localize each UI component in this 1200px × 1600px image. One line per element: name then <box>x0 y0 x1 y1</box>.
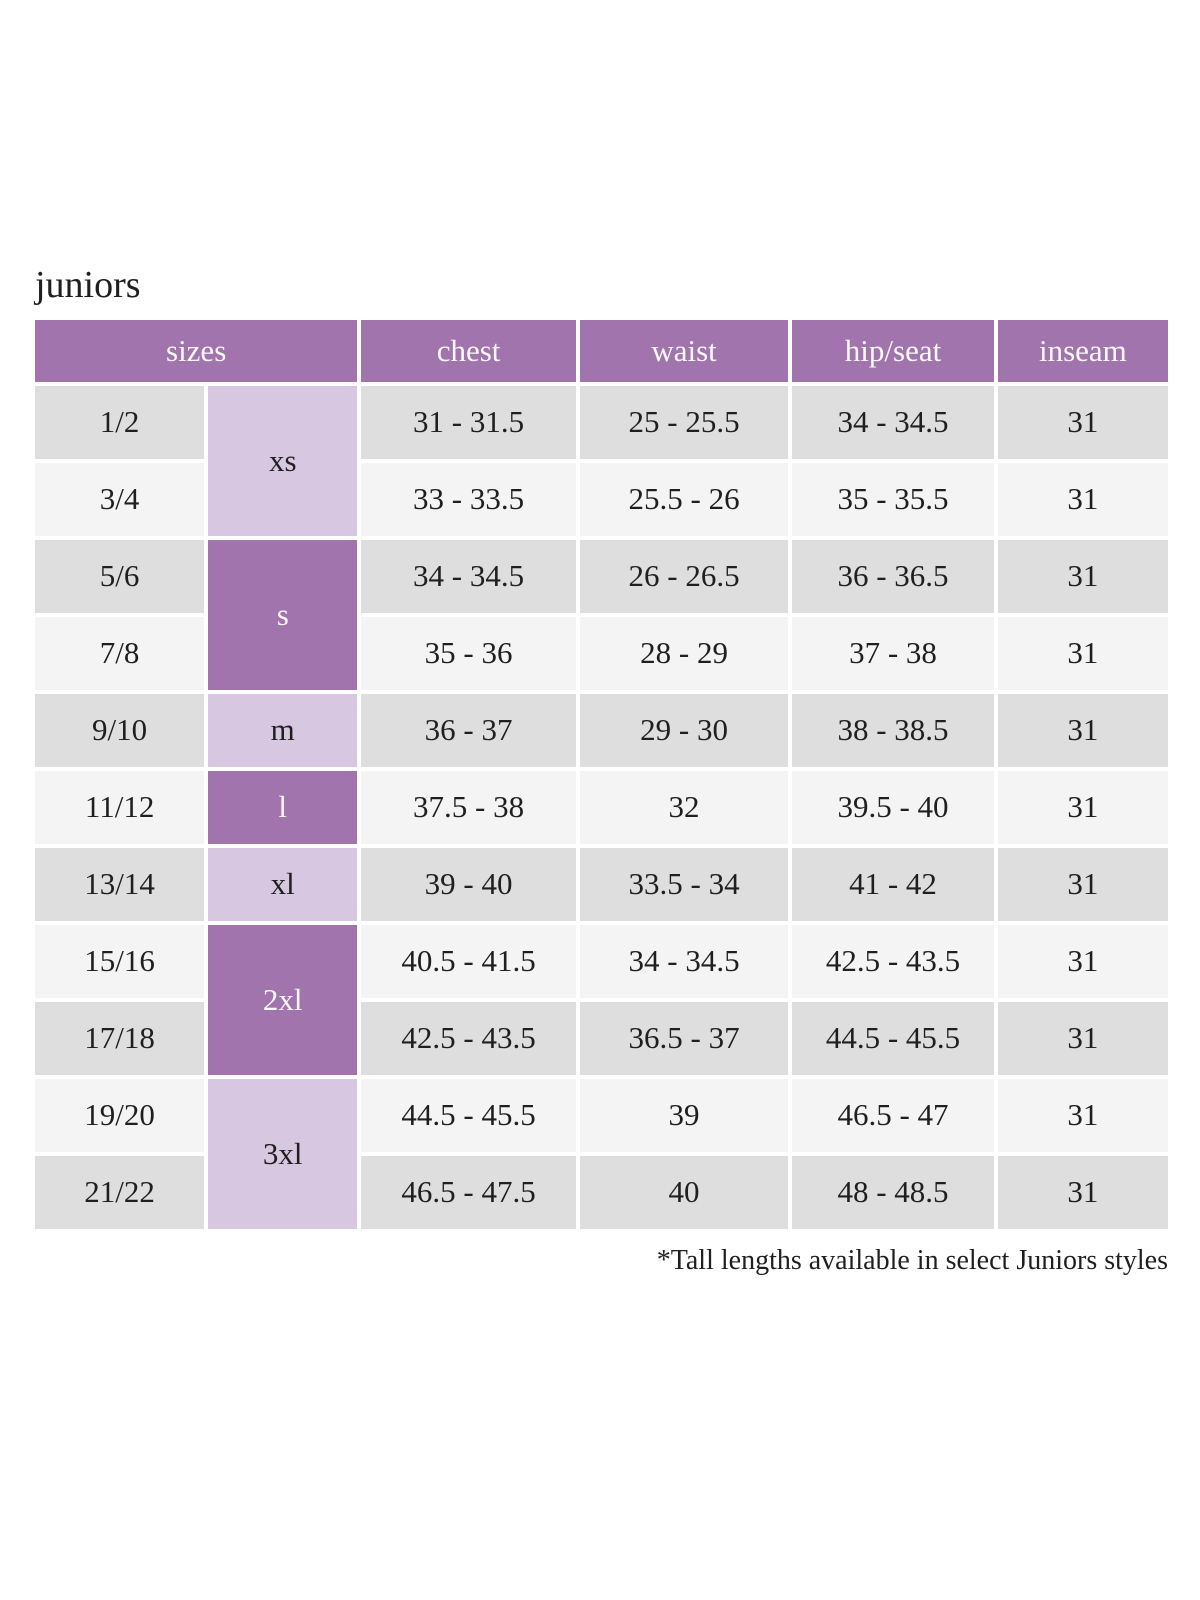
size-chart-page: juniors sizes chest waist hip/seat insea… <box>31 0 1172 1277</box>
inseam-cell: 31 <box>997 1078 1168 1152</box>
waist-cell: 33.5 - 34 <box>579 847 789 921</box>
inseam-cell: 31 <box>997 1155 1168 1229</box>
size-cell: 9/10 <box>35 693 205 767</box>
size-cell: 7/8 <box>35 616 205 690</box>
size-group-cell-xl: xl <box>208 847 358 921</box>
size-group-cell-m: m <box>208 693 358 767</box>
chest-cell: 33 - 33.5 <box>361 462 576 536</box>
chest-cell: 46.5 - 47.5 <box>361 1155 576 1229</box>
waist-cell: 29 - 30 <box>579 693 789 767</box>
column-header-hip-seat: hip/seat <box>792 319 994 382</box>
waist-cell: 39 <box>579 1078 789 1152</box>
chest-cell: 37.5 - 38 <box>361 770 576 844</box>
chest-cell: 31 - 31.5 <box>361 385 576 459</box>
table-row: 1/2 xs 31 - 31.5 25 - 25.5 34 - 34.5 31 <box>35 385 1168 536</box>
table-row: 15/16 2xl 40.5 - 41.5 34 - 34.5 42.5 - 4… <box>35 924 1168 1075</box>
size-cell: 21/22 <box>35 1155 205 1229</box>
waist-cell: 32 <box>579 770 789 844</box>
header-row: sizes chest waist hip/seat inseam <box>35 319 1168 382</box>
inseam-cell: 31 <box>997 770 1168 844</box>
size-group-cell-xs: xs <box>208 385 358 536</box>
hip-seat-cell: 36 - 36.5 <box>792 539 994 613</box>
table-row: 21/22 46.5 - 47.5 40 48 - 48.5 31 <box>35 1155 1168 1229</box>
table-row: 7/8 35 - 36 28 - 29 37 - 38 31 <box>35 616 1168 690</box>
inseam-cell: 31 <box>997 462 1168 536</box>
size-cell: 1/2 <box>35 385 205 459</box>
size-group-cell-l: l <box>208 770 358 844</box>
waist-cell: 36.5 - 37 <box>579 1001 789 1075</box>
inseam-cell: 31 <box>997 847 1168 921</box>
hip-seat-cell: 42.5 - 43.5 <box>792 924 994 998</box>
hip-seat-cell: 41 - 42 <box>792 847 994 921</box>
size-cell: 17/18 <box>35 1001 205 1075</box>
size-cell: 15/16 <box>35 924 205 998</box>
inseam-cell: 31 <box>997 539 1168 613</box>
hip-seat-cell: 37 - 38 <box>792 616 994 690</box>
size-cell: 19/20 <box>35 1078 205 1152</box>
footnote: *Tall lengths available in select Junior… <box>656 1244 1168 1276</box>
inseam-cell: 31 <box>997 693 1168 767</box>
column-header-waist: waist <box>579 319 789 382</box>
chest-cell: 35 - 36 <box>361 616 576 690</box>
waist-cell: 40 <box>579 1155 789 1229</box>
hip-seat-cell: 46.5 - 47 <box>792 1078 994 1152</box>
inseam-cell: 31 <box>997 616 1168 690</box>
chest-cell: 40.5 - 41.5 <box>361 924 576 998</box>
waist-cell: 25.5 - 26 <box>579 462 789 536</box>
table-row: 3/4 33 - 33.5 25.5 - 26 35 - 35.5 31 <box>35 462 1168 536</box>
column-header-inseam: inseam <box>997 319 1168 382</box>
size-group-cell-3xl: 3xl <box>208 1078 358 1229</box>
waist-cell: 26 - 26.5 <box>579 539 789 613</box>
table-row: 11/12 l 37.5 - 38 32 39.5 - 40 31 <box>35 770 1168 844</box>
hip-seat-cell: 38 - 38.5 <box>792 693 994 767</box>
size-cell: 11/12 <box>35 770 205 844</box>
table-row: 17/18 42.5 - 43.5 36.5 - 37 44.5 - 45.5 … <box>35 1001 1168 1075</box>
size-cell: 5/6 <box>35 539 205 613</box>
chest-cell: 36 - 37 <box>361 693 576 767</box>
chest-cell: 39 - 40 <box>361 847 576 921</box>
hip-seat-cell: 34 - 34.5 <box>792 385 994 459</box>
size-group-cell-2xl: 2xl <box>208 924 358 1075</box>
page-title: juniors <box>35 264 141 306</box>
chest-cell: 34 - 34.5 <box>361 539 576 613</box>
table-row: 19/20 3xl 44.5 - 45.5 39 46.5 - 47 31 <box>35 1078 1168 1229</box>
hip-seat-cell: 35 - 35.5 <box>792 462 994 536</box>
chest-cell: 42.5 - 43.5 <box>361 1001 576 1075</box>
column-header-sizes: sizes <box>35 319 358 382</box>
column-header-chest: chest <box>361 319 576 382</box>
waist-cell: 28 - 29 <box>579 616 789 690</box>
hip-seat-cell: 39.5 - 40 <box>792 770 994 844</box>
chest-cell: 44.5 - 45.5 <box>361 1078 576 1152</box>
waist-cell: 34 - 34.5 <box>579 924 789 998</box>
table-row: 9/10 m 36 - 37 29 - 30 38 - 38.5 31 <box>35 693 1168 767</box>
waist-cell: 25 - 25.5 <box>579 385 789 459</box>
size-cell: 3/4 <box>35 462 205 536</box>
inseam-cell: 31 <box>997 924 1168 998</box>
size-group-cell-s: s <box>208 539 358 690</box>
size-cell: 13/14 <box>35 847 205 921</box>
inseam-cell: 31 <box>997 1001 1168 1075</box>
table-row: 5/6 s 34 - 34.5 26 - 26.5 36 - 36.5 31 <box>35 539 1168 690</box>
hip-seat-cell: 48 - 48.5 <box>792 1155 994 1229</box>
table-row: 13/14 xl 39 - 40 33.5 - 34 41 - 42 31 <box>35 847 1168 921</box>
juniors-size-chart-table: sizes chest waist hip/seat inseam 1/2 xs… <box>31 316 1172 1233</box>
hip-seat-cell: 44.5 - 45.5 <box>792 1001 994 1075</box>
inseam-cell: 31 <box>997 385 1168 459</box>
